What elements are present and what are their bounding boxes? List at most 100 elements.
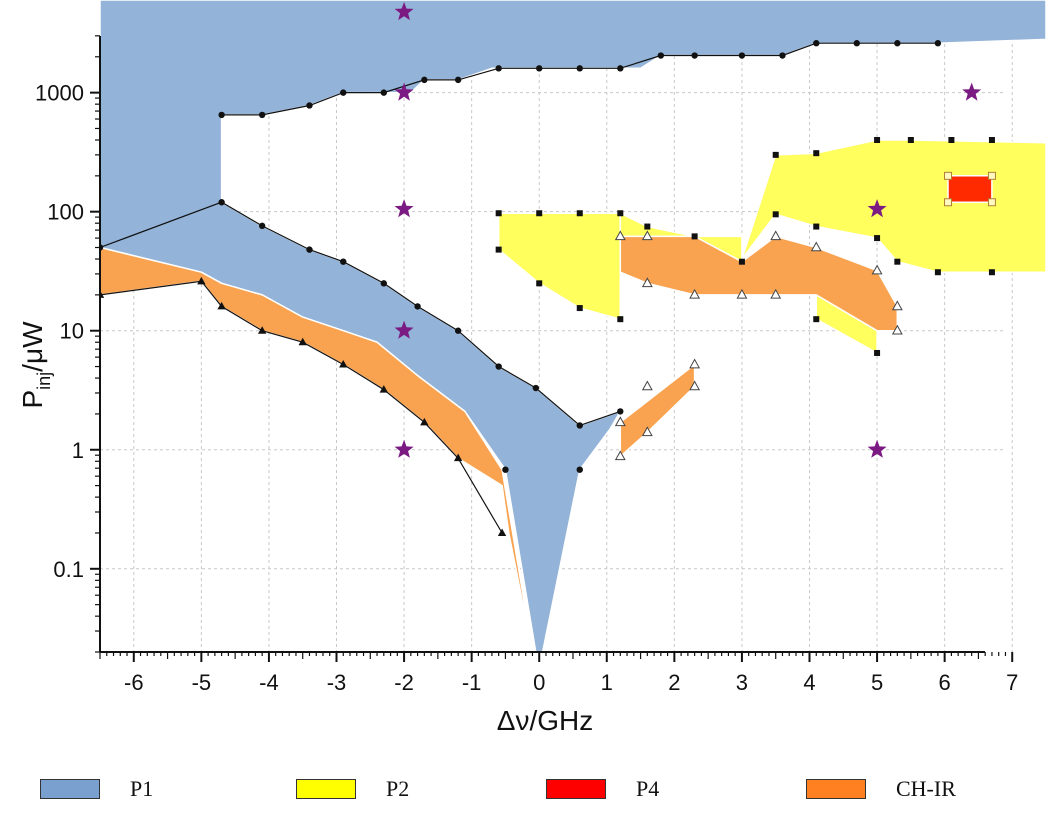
legend-label-p1: P1 [130,776,154,801]
legend-label-p2: P2 [386,776,410,801]
marker-chir-lower [420,417,429,426]
marker-p4-corners [987,171,996,180]
marker-p2-right [874,235,881,242]
marker-p4-corners [944,198,953,207]
y-axis-title-main: P [17,390,48,409]
marker-p2-right [813,316,820,323]
phase-diagram-chart: -6 -5 -4 -3 -2 -1 0 1 2 3 4 5 6 7 0.1 1 10 100 1000 Δν/GHz… [17,0,1046,736]
marker-p2-mid [536,210,543,217]
marker-p1-upper [306,102,313,109]
marker-p2-right [874,137,881,144]
marker-chir-lower [100,290,105,298]
marker-p1-upper [495,65,502,72]
star-markers [394,2,982,458]
marker-chir-open [641,230,653,241]
marker-p1-lower [218,199,225,206]
marker-p1-upper [657,52,665,59]
legend-swatch-p1 [40,779,100,799]
region-chir [619,235,899,332]
marker-p1-upper [380,89,387,96]
y-axis-title-rest: /μW [17,321,48,372]
x-tick-label: 3 [736,670,748,695]
marker-chir-open [810,241,822,252]
y-tick-label: 0.1 [53,557,84,582]
marker-p1-upper [617,65,624,72]
star-marker [962,82,982,101]
legend-label-p4: P4 [636,776,660,801]
marker-p1-upper [779,52,786,59]
star-marker [394,2,414,21]
marker-p1-upper [934,40,942,47]
marker-p2-mid [495,246,502,253]
marker-chir-open [891,324,903,335]
marker-chir-open [689,358,701,369]
region-areas [100,0,1046,652]
marker-p2-mid [536,280,543,287]
boundary-line-p1-lower [100,201,621,427]
marker-p2-right [813,150,820,157]
y-axis-title-sub: inj [34,372,54,390]
marker-chir-open [770,230,782,241]
marker-chir-lower [217,301,226,310]
marker-p1-upper [738,52,746,59]
marker-p1-tail [576,466,583,473]
marker-chir-open [641,426,653,437]
marker-p1-upper [576,65,583,72]
marker-p2-right [894,258,901,265]
marker-chir-open [614,450,626,461]
tick-labels: -6 -5 -4 -3 -2 -1 0 1 2 3 4 5 6 7 0.1 1 10 100 1000 [35,81,1018,695]
marker-chir-lower [257,326,267,334]
marker-p1-upper [813,40,820,47]
y-axis-title: Pinj/μW [17,321,54,409]
boundary-markers [100,40,996,536]
legend-swatch-p2 [296,779,356,799]
x-tick-label: 6 [939,670,951,695]
marker-chir-lower [197,276,206,285]
marker-p2-mid [644,223,651,230]
legend-swatch-chir [806,779,866,799]
marker-p4-corners [987,198,996,207]
marker-chir-lower [298,337,307,346]
marker-chir-open [689,380,701,391]
marker-p2-mid [738,258,745,265]
legend-label-chir: CH-IR [896,776,956,801]
marker-p4-corners [944,171,953,180]
marker-p2-right [934,269,941,276]
marker-p2-right [772,211,779,218]
marker-chir-open [770,288,782,299]
marker-p2-right [772,151,779,158]
marker-p2-right [948,137,955,144]
region-p2 [497,212,622,320]
marker-p2-mid [617,316,624,323]
marker-p1-tail [502,466,509,473]
x-tick-label: 1 [601,670,613,695]
marker-chir-open [614,416,626,427]
marker-p1-lower [258,222,266,230]
legend-item-p2: P2 [296,776,409,802]
marker-p1-upper [536,65,543,72]
legend-swatch-p4 [546,779,606,799]
marker-chir-open [689,288,701,299]
region-p4 [947,175,993,203]
legend-item-chir: CH-IR [806,776,956,802]
marker-p2-mid [495,210,502,217]
marker-p2-mid [617,210,624,217]
marker-p1-upper [258,111,266,119]
x-tick-label: -4 [259,670,279,695]
marker-p1-lower [617,408,624,415]
marker-chir-lower [339,360,348,368]
boundary-line-chir-lower [100,280,503,534]
marker-p2-right [874,349,881,356]
y-tick-label: 100 [47,200,84,225]
marker-p1-upper [454,76,462,84]
marker-p1-lower [454,327,462,334]
marker-chir-open [641,380,653,391]
marker-p1-upper [421,76,428,84]
marker-p2-right [988,269,995,276]
marker-chir-lower [453,453,463,462]
x-tick-label: -2 [394,670,414,695]
y-tick-label: 1000 [35,81,84,106]
marker-p1-upper [218,111,225,119]
marker-chir-open [641,277,653,288]
marker-p1-lower [532,384,540,392]
